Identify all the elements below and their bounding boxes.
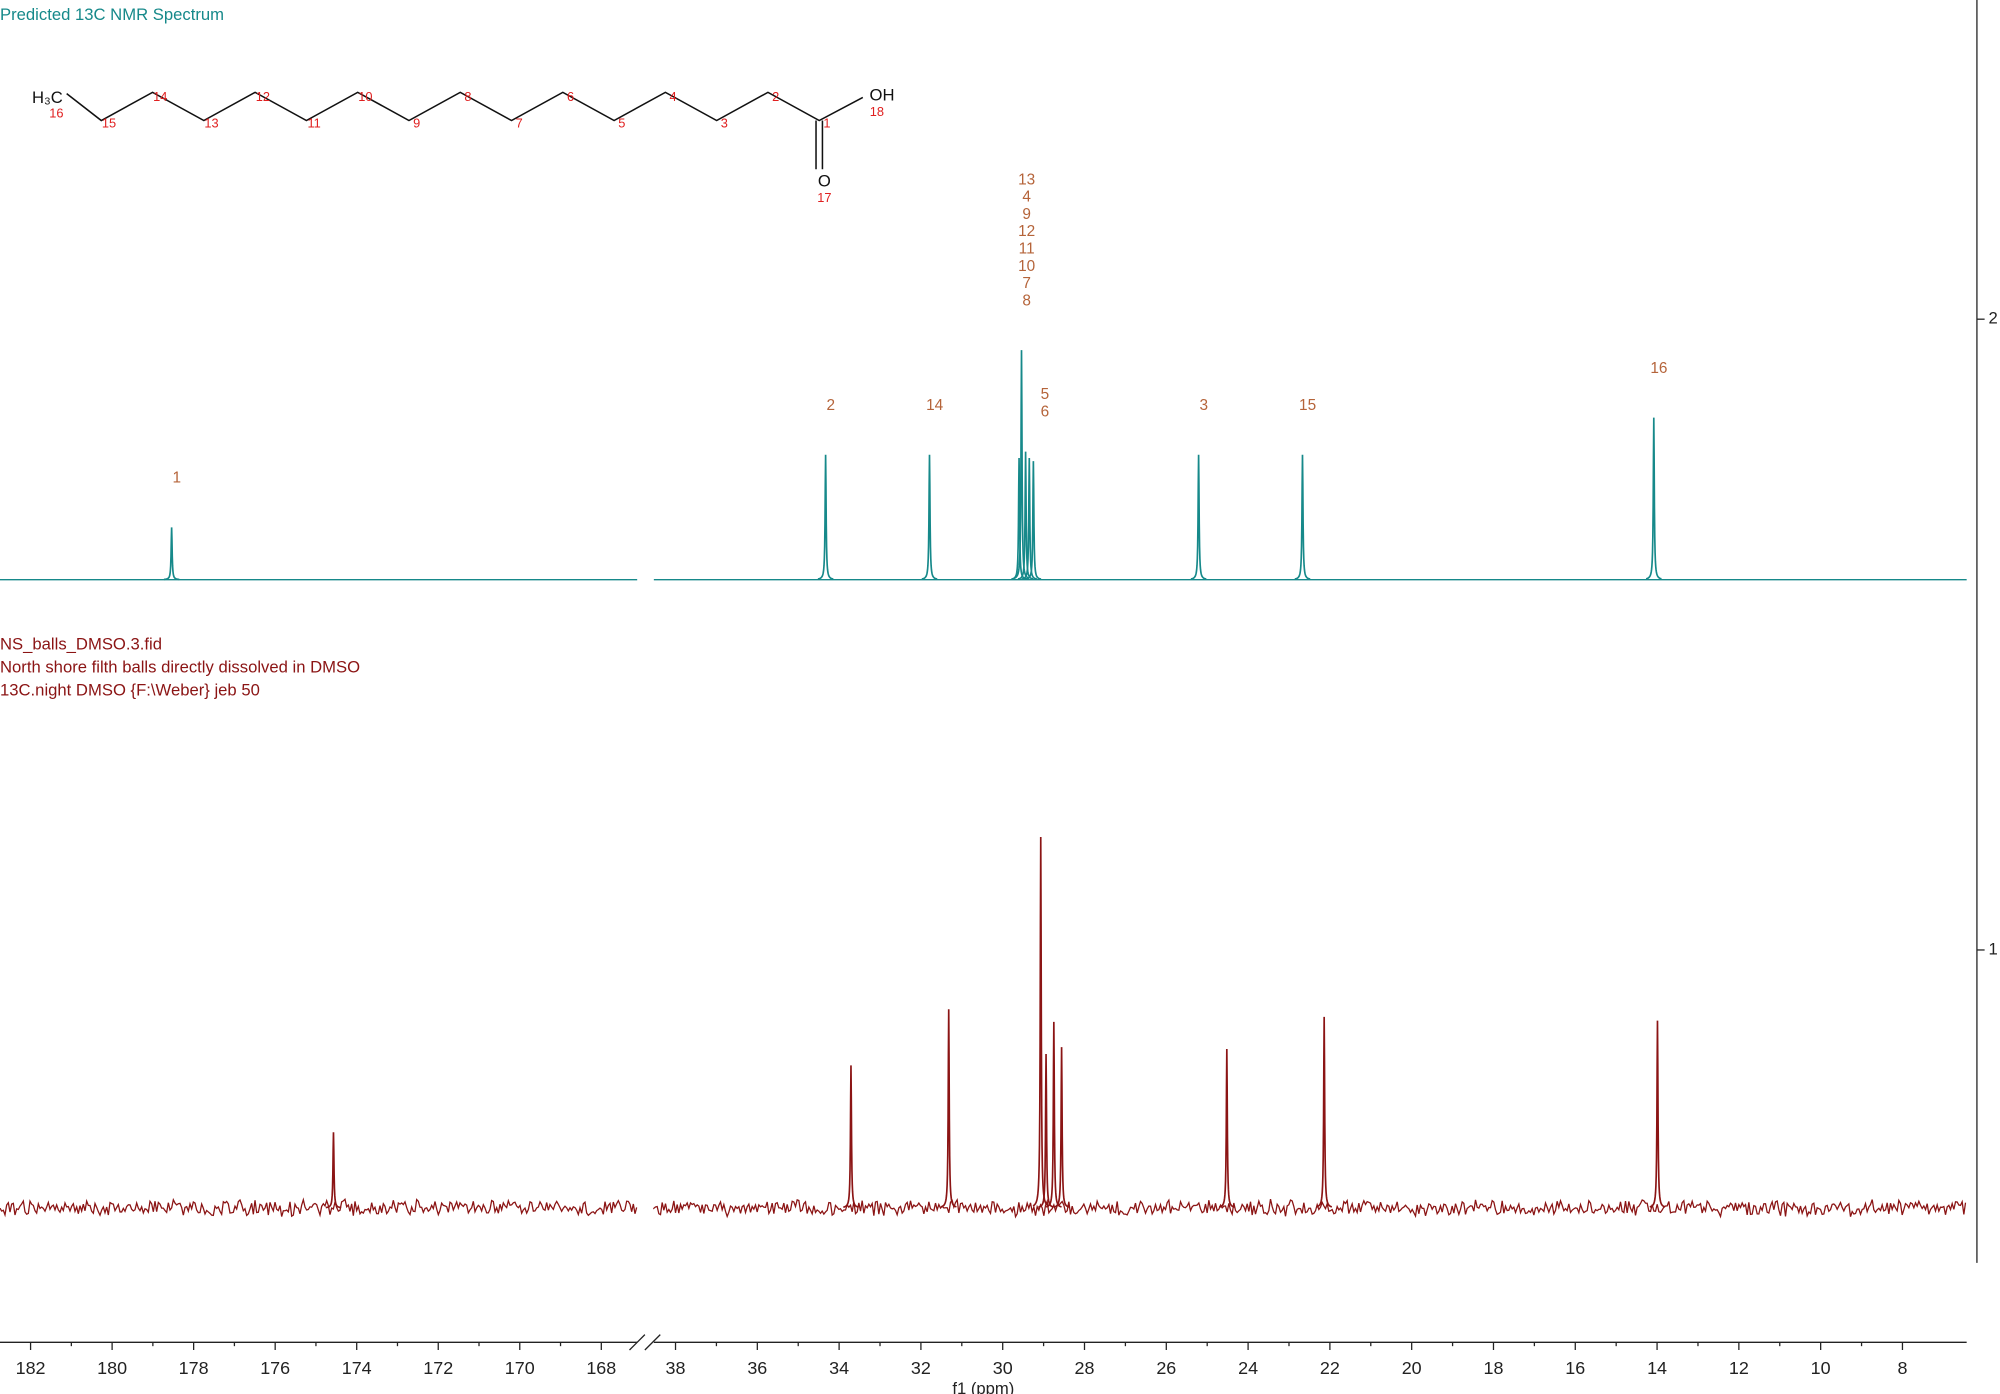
peak-label: 11 (1019, 241, 1035, 258)
x-tick-label: 28 (1075, 1358, 1095, 1378)
peak (1025, 461, 1042, 580)
peak (1021, 457, 1038, 580)
peak (1649, 1020, 1666, 1208)
x-tick-label: 180 (97, 1358, 127, 1378)
peak (325, 1132, 342, 1209)
x-tick-label: 18 (1484, 1358, 1504, 1378)
x-tick-label: 20 (1402, 1358, 1422, 1378)
peak-label: 3 (1199, 397, 1208, 414)
peak (1045, 1021, 1062, 1208)
peak-label: 5 (1041, 386, 1050, 403)
x-tick-label: 12 (1729, 1358, 1749, 1378)
peak-label: 4 (1022, 189, 1031, 206)
x-tick-label: 176 (260, 1358, 290, 1378)
baseline (653, 1198, 1967, 1219)
peak (940, 1009, 957, 1208)
atom-number: 2 (772, 89, 779, 104)
x-tick-label: 174 (342, 1358, 372, 1378)
peak-label: 6 (1041, 403, 1050, 420)
peak (1316, 1016, 1333, 1208)
atom-number: 13 (204, 116, 218, 131)
x-tick-label: 14 (1647, 1358, 1667, 1378)
atom-number: 14 (153, 89, 167, 104)
peak (1053, 1047, 1070, 1208)
x-tick-label: 172 (423, 1358, 453, 1378)
atom-number: 8 (464, 89, 471, 104)
peak-label: 7 (1022, 275, 1031, 292)
y-tick-label: 2 (1988, 309, 1997, 328)
atom-number: 3 (721, 116, 728, 131)
x-tick-label: 34 (829, 1358, 849, 1378)
peak (1645, 417, 1662, 580)
atom-number: 11 (307, 116, 320, 131)
atom-number: 15 (102, 116, 116, 131)
atom-number: 4 (670, 89, 677, 104)
x-tick-label: 178 (179, 1358, 209, 1378)
x-tick-label: 30 (993, 1358, 1013, 1378)
x-tick-label: 22 (1320, 1358, 1340, 1378)
peak (1017, 451, 1034, 580)
x-axis-label: f1 (ppm) (952, 1379, 1014, 1394)
x-tick-label: 8 (1897, 1358, 1907, 1378)
x-tick-label: 36 (747, 1358, 767, 1378)
peak-label: 13 (1018, 171, 1035, 188)
baseline (0, 1197, 638, 1218)
atom-number: 6 (567, 89, 574, 104)
atom-number: 9 (413, 116, 420, 131)
bond (66, 91, 864, 122)
spectrum-description: North shore filth balls directly dissolv… (0, 657, 360, 676)
atom-number: 17 (817, 190, 831, 205)
peak (1190, 454, 1207, 580)
x-tick-label: 10 (1811, 1358, 1831, 1378)
peak-label: 14 (926, 397, 944, 414)
peak (1032, 837, 1049, 1207)
peak (843, 1065, 859, 1208)
axis-break (644, 1334, 661, 1351)
atom: O (818, 171, 831, 190)
atom-number: 10 (358, 89, 372, 104)
atom-number: 5 (618, 116, 625, 131)
peak-label: 8 (1022, 292, 1031, 309)
peak (817, 454, 834, 580)
atom-number: 7 (516, 116, 523, 131)
x-tick-label: 32 (911, 1358, 931, 1378)
x-tick-label: 168 (586, 1358, 616, 1378)
x-tick-label: 38 (666, 1358, 686, 1378)
peak-label: 1 (172, 470, 181, 487)
atom-number: 18 (870, 104, 884, 119)
atom-number: 12 (256, 89, 270, 104)
atom-number: 16 (49, 106, 63, 121)
x-tick-label: 182 (16, 1358, 46, 1378)
peak-label: 10 (1018, 258, 1035, 275)
atom: OH (870, 86, 895, 105)
spectrum-description: 13C.night DMSO {F:\Weber} jeb 50 (0, 680, 260, 699)
spectrum-title: NS_balls_DMSO.3.fid (0, 634, 162, 653)
peak-label: 12 (1018, 223, 1035, 240)
peak (1218, 1048, 1235, 1208)
peak-label: 2 (826, 397, 835, 414)
peak-label: 16 (1650, 360, 1667, 377)
axis-break (629, 1334, 646, 1351)
peak (921, 454, 938, 580)
peak (163, 527, 180, 581)
atom-number: 1 (823, 116, 830, 131)
x-tick-label: 16 (1565, 1358, 1585, 1378)
atom: H₃C (32, 88, 63, 107)
peak (1013, 350, 1030, 580)
peak-label: 9 (1022, 206, 1031, 223)
x-tick-label: 170 (505, 1358, 535, 1378)
peak (1294, 454, 1311, 580)
peak-label: 15 (1299, 397, 1316, 414)
x-tick-label: 24 (1238, 1358, 1258, 1378)
x-tick-label: 26 (1156, 1358, 1176, 1378)
spectrum-title: Predicted 13C NMR Spectrum (0, 5, 224, 24)
peak (1038, 1054, 1054, 1208)
y-tick-label: 1 (1988, 939, 1997, 958)
